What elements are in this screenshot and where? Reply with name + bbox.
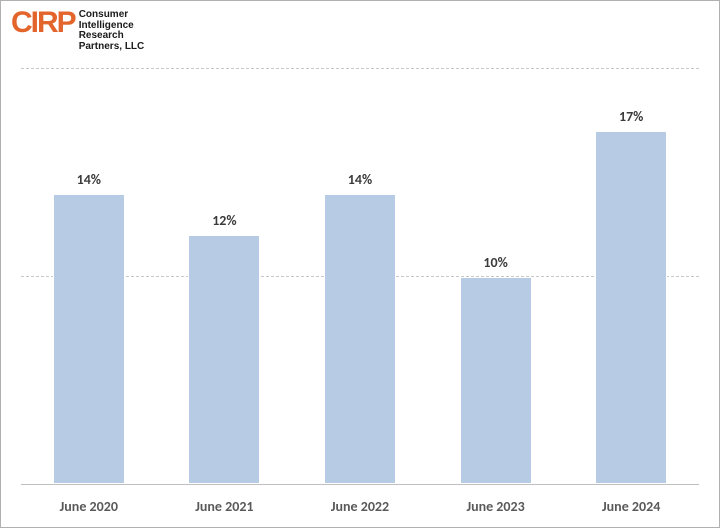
chart-container: CIRP Consumer Intelligence Research Part…: [0, 0, 720, 528]
x-axis-label: June 2020: [21, 498, 157, 515]
bar: [324, 194, 396, 485]
bar-group: 12%: [157, 69, 293, 484]
logo-line-3: Research: [79, 31, 145, 42]
plot-area: 14% 12% 14% 10% 17%: [21, 69, 699, 485]
bar: [53, 194, 125, 485]
bar-value-label: 10%: [483, 254, 507, 271]
x-axis-label: June 2024: [563, 498, 699, 515]
bar-group: 14%: [21, 69, 157, 484]
bar: [188, 235, 260, 484]
bar-value-label: 14%: [348, 171, 372, 188]
cirp-logo: CIRP Consumer Intelligence Research Part…: [11, 9, 144, 52]
x-axis: June 2020 June 2021 June 2022 June 2023 …: [21, 498, 699, 515]
bars-row: 14% 12% 14% 10% 17%: [21, 69, 699, 484]
bar-group: 10%: [428, 69, 564, 484]
logo-mark: CIRP: [11, 9, 75, 38]
bar: [460, 277, 532, 485]
bar-value-label: 14%: [77, 171, 101, 188]
bar-group: 17%: [563, 69, 699, 484]
logo-line-1: Consumer: [79, 10, 145, 21]
bar-value-label: 12%: [212, 212, 236, 229]
bar: [595, 131, 667, 484]
x-axis-label: June 2022: [292, 498, 428, 515]
bar-group: 14%: [292, 69, 428, 484]
x-axis-label: June 2023: [428, 498, 564, 515]
x-axis-label: June 2021: [157, 498, 293, 515]
bar-value-label: 17%: [619, 108, 643, 125]
logo-line-4: Partners, LLC: [79, 42, 145, 53]
logo-text: Consumer Intelligence Research Partners,…: [79, 9, 145, 52]
